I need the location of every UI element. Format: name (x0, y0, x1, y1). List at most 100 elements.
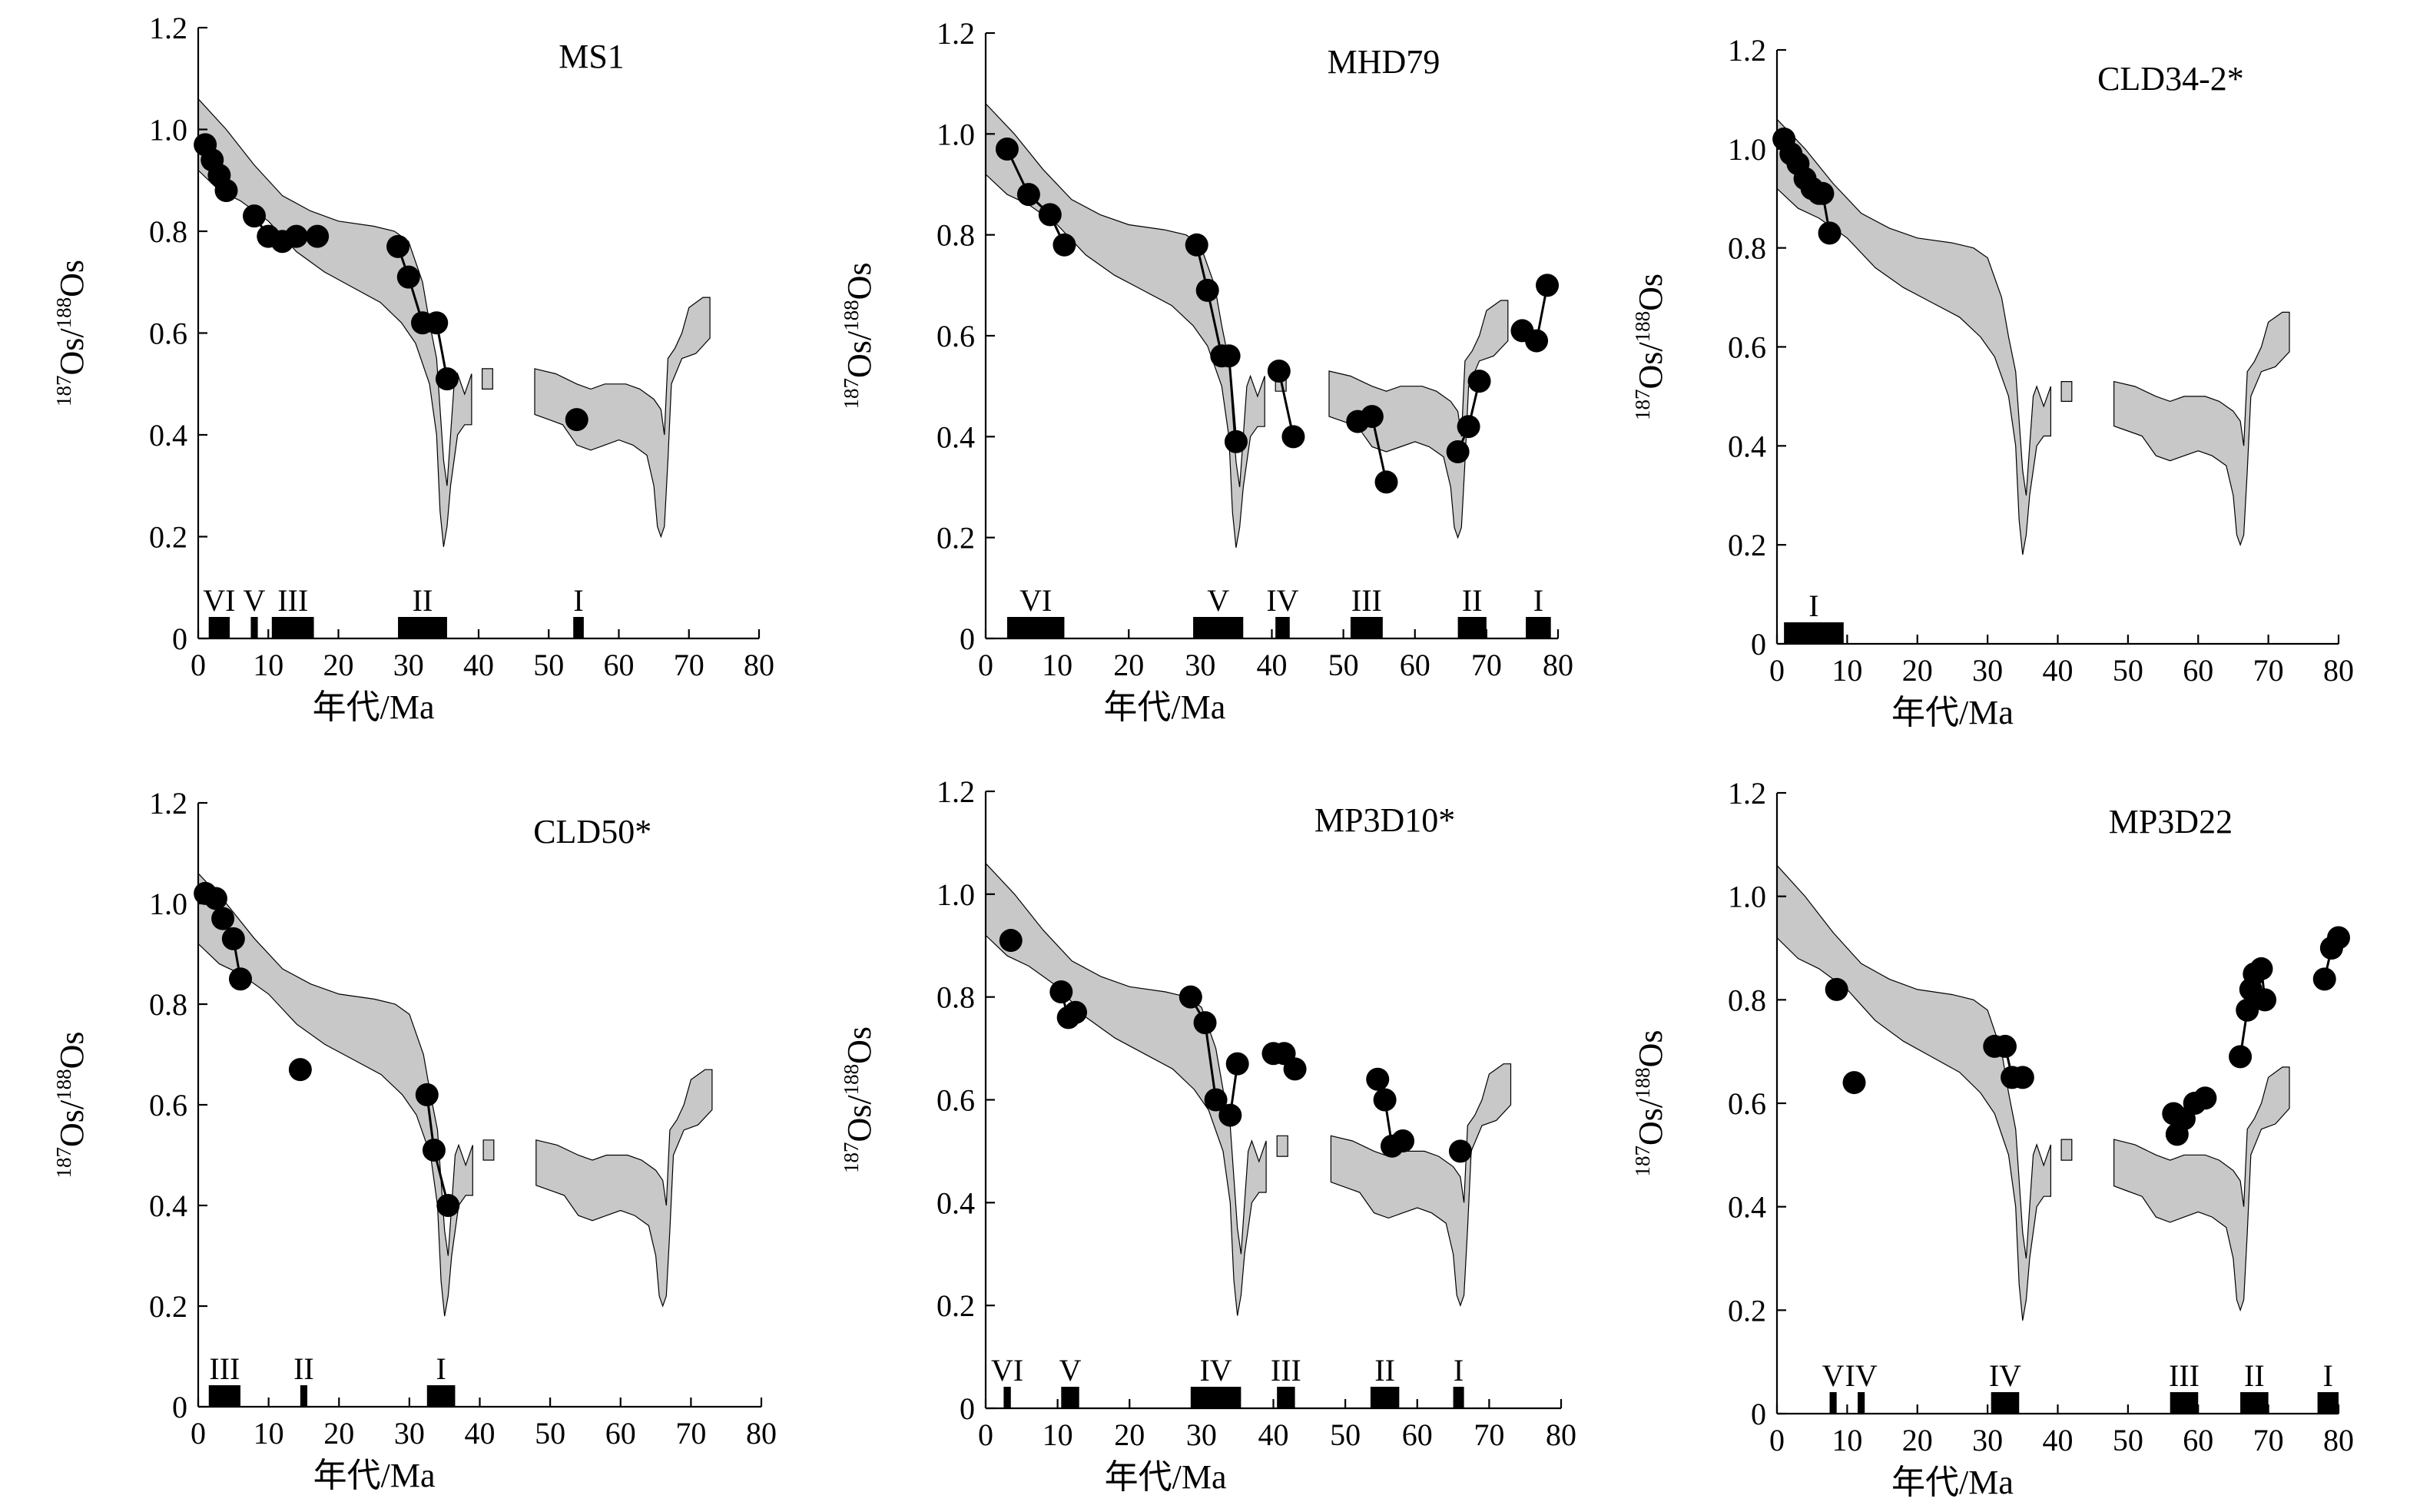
x-tick-label: 50 (535, 1416, 565, 1451)
data-point (1281, 425, 1305, 449)
x-tick-label: 60 (605, 1416, 636, 1451)
x-tick-label: 60 (2183, 653, 2213, 688)
y-tick-label: 1.2 (1728, 33, 1766, 68)
x-tick-label: 30 (1185, 648, 1215, 682)
interval-bar (1457, 617, 1487, 638)
interval-label: III (1271, 1353, 1301, 1388)
data-point (1217, 344, 1241, 368)
band-segment (2060, 381, 2073, 403)
data-point (1267, 359, 1291, 383)
x-tick-label: 70 (1474, 1418, 1504, 1452)
y-tick-label: 0.8 (937, 980, 975, 1015)
interval-bar (1350, 617, 1383, 638)
x-tick-label: 50 (2113, 1423, 2143, 1457)
data-point (1536, 274, 1560, 297)
interval-bar (250, 617, 258, 638)
x-tick-label: 80 (2323, 653, 2354, 688)
band-segment (197, 98, 472, 547)
data-point (2253, 988, 2277, 1012)
y-tick-label: 0.4 (937, 1185, 975, 1220)
x-tick-label: 40 (465, 1416, 496, 1451)
data-point (2312, 967, 2336, 991)
interval-bar (1526, 617, 1551, 638)
x-tick-label: 40 (1258, 1418, 1289, 1452)
interval-bar (300, 1385, 308, 1407)
chart-panel-1: 0 0.2 0.4 0.6 0.8 1.0 1.2 0 10 20 30 40 50 60 70 80 年代/M… (52, 11, 774, 726)
x-axis-title: 年代/Ma (1891, 1464, 2014, 1501)
data-point (2229, 1045, 2253, 1069)
y-tick-label: 1.2 (149, 786, 187, 821)
x-tick-label: 70 (675, 1416, 706, 1451)
data-point (1360, 405, 1384, 429)
y-tick-label: 0 (960, 1391, 975, 1426)
band-segment (985, 862, 1267, 1316)
band-segment (985, 102, 1265, 548)
y-axis-title: 187Os/188Os (1631, 1030, 1669, 1176)
interval-label: IV (1845, 1358, 1878, 1393)
x-tick-label: 20 (1114, 1418, 1145, 1452)
interval-bar (2240, 1392, 2269, 1414)
interval-label: V (244, 583, 266, 618)
x-tick-label: 10 (1042, 648, 1072, 682)
band-segment (482, 1139, 495, 1161)
x-tick-label: 80 (746, 1416, 777, 1451)
x-tick-label: 30 (1972, 1423, 2003, 1457)
band-segment (1776, 864, 2051, 1321)
y-tick-label: 0.8 (149, 214, 187, 249)
y-axis-title: 187Os/188Os (1631, 274, 1669, 420)
data-point (214, 179, 238, 202)
data-point (425, 311, 449, 335)
data-point (386, 234, 410, 258)
interval-label: II (1374, 1353, 1395, 1388)
y-tick-label: 0.4 (149, 1189, 187, 1223)
y-axis-title: 187Os/188Os (840, 1026, 878, 1173)
y-tick-label: 1.2 (149, 11, 187, 45)
interval-label: II (293, 1351, 314, 1386)
band-segment (1328, 300, 1509, 539)
x-tick-label: 0 (978, 1418, 993, 1452)
y-tick-label: 0.4 (1728, 1190, 1766, 1225)
data-point (436, 1194, 460, 1217)
x-tick-label: 60 (1400, 648, 1430, 682)
data-point (1825, 977, 1848, 1001)
data-point (1225, 1052, 1249, 1076)
x-tick-label: 50 (533, 648, 564, 682)
x-tick-label: 10 (253, 648, 283, 682)
y-tick-label: 0.6 (149, 317, 187, 351)
chart-panel-3: 0 0.2 0.4 0.6 0.8 1.0 1.2 0 10 20 30 40 50 60 70 80 年代/M… (1631, 33, 2354, 731)
y-tick-label: 1.0 (149, 113, 187, 148)
x-tick-label: 0 (191, 1416, 206, 1451)
x-tick-label: 50 (1330, 1418, 1361, 1452)
interval-bar (2170, 1392, 2199, 1414)
y-axis-title: 187Os/188Os (52, 1031, 91, 1178)
interval-label: II (413, 583, 433, 618)
x-tick-label: 20 (1902, 1423, 1933, 1457)
chart-panel-2: 0 0.2 0.4 0.6 0.8 1.0 1.2 0 10 20 30 40 50 60 70 80 年代/M… (840, 16, 1573, 726)
data-point (1818, 221, 1842, 245)
interval-bar (573, 617, 584, 638)
x-tick-label: 40 (1257, 648, 1288, 682)
data-point (1373, 1088, 1397, 1112)
data-point (2236, 998, 2259, 1022)
y-tick-label: 0.2 (1728, 528, 1766, 562)
data-point (1842, 1071, 1866, 1095)
chart-panel-5: 0 0.2 0.4 0.6 0.8 1.0 1.2 0 10 20 30 40 50 60 70 80 年代/M… (840, 774, 1576, 1496)
x-tick-label: 30 (393, 648, 424, 682)
x-tick-label: 50 (2113, 653, 2143, 688)
band-segment (1276, 1135, 1288, 1157)
x-tick-label: 20 (323, 648, 354, 682)
interval-bar (1829, 1392, 1837, 1414)
x-tick-label: 10 (1832, 1423, 1862, 1457)
y-tick-label: 1.0 (937, 117, 975, 151)
interval-bar (426, 1385, 456, 1407)
y-tick-label: 1.0 (937, 877, 975, 912)
data-point (243, 204, 266, 228)
panel-title: MHD79 (1328, 43, 1440, 81)
x-tick-label: 60 (1402, 1418, 1433, 1452)
x-tick-label: 20 (1902, 653, 1933, 688)
interval-label: I (1533, 583, 1543, 618)
panel-title: CLD34-2* (2097, 60, 2244, 98)
interval-label: VI (991, 1353, 1023, 1388)
data-point (1064, 1000, 1088, 1024)
data-point (1525, 329, 1549, 353)
